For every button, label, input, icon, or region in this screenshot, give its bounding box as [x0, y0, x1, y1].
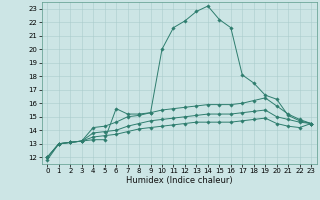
X-axis label: Humidex (Indice chaleur): Humidex (Indice chaleur)	[126, 176, 233, 185]
